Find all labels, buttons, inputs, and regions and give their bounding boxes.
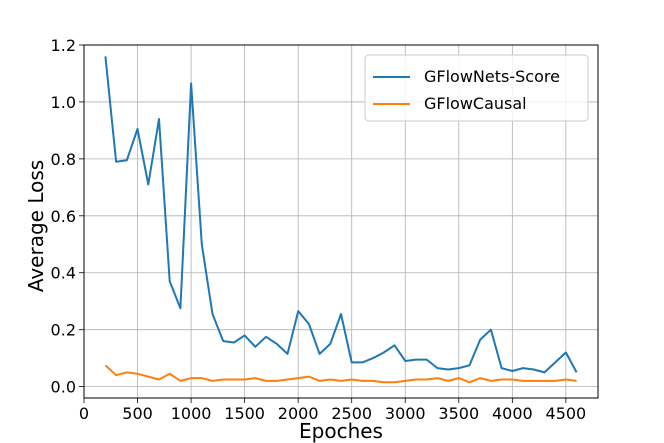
legend: GFlowNets-Score GFlowCausal	[364, 54, 589, 122]
x-tick-label: 2000	[278, 404, 319, 423]
y-tick-label: 0.8	[51, 150, 76, 169]
x-axis-label: Epoches	[299, 419, 383, 443]
y-tick-label: 1.2	[51, 36, 76, 55]
x-tick-label: 2500	[331, 404, 372, 423]
legend-label-gflowcausal: GFlowCausal	[424, 94, 527, 113]
series-line-gflowcausal	[104, 364, 577, 384]
legend-box	[364, 54, 589, 122]
y-axis-label: Average Loss	[24, 160, 48, 292]
y-tick-label: 1.0	[51, 93, 76, 112]
x-tick-label: 1500	[224, 404, 265, 423]
legend-label-gflownets-score: GFlowNets-Score	[424, 67, 560, 86]
y-tick-label: 0.0	[51, 378, 76, 397]
x-tick-label: 4500	[546, 404, 587, 423]
y-axis: 0.0 0.2 0.4 0.6 0.8 1.0 1.2	[51, 36, 84, 397]
plot-frame	[83, 44, 599, 399]
x-axis: 0 500 1000 1500 2000 2500 3000 3500 4000 4500	[79, 398, 586, 423]
y-tick-label: 0.4	[51, 264, 76, 283]
x-tick-label: 500	[122, 404, 153, 423]
x-tick-label: 3000	[385, 404, 426, 423]
series-line-gflownets-score	[104, 56, 578, 374]
x-tick-label: 4000	[492, 404, 533, 423]
x-tick-label: 0	[79, 404, 89, 423]
x-tick-label: 1000	[171, 404, 212, 423]
y-tick-label: 0.2	[51, 321, 76, 340]
x-tick-label: 3500	[438, 404, 479, 423]
series-group	[104, 56, 578, 384]
y-tick-label: 0.6	[51, 207, 76, 226]
